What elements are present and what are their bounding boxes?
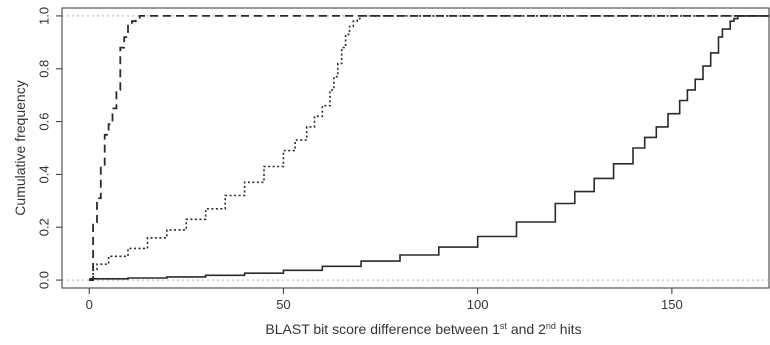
y-tick-label-3: 0.6 <box>37 113 52 131</box>
plot-frame <box>61 7 770 289</box>
y-tick-label-4: 0.8 <box>37 60 52 78</box>
x-tick-label-50: 50 <box>276 297 290 312</box>
x-tick-label-0: 0 <box>86 297 93 312</box>
x-axis-title: BLAST bit score difference between 1st a… <box>265 321 581 337</box>
y-tick-label-0: 0.0 <box>37 271 52 289</box>
series-line-dashed <box>89 15 769 281</box>
series-line-dotted <box>89 15 769 281</box>
x-tick-label-100: 100 <box>467 297 489 312</box>
series-line-solid <box>89 15 769 280</box>
y-axis-title: Cumulative frequency <box>12 80 28 215</box>
x-tick-label-150: 150 <box>661 297 683 312</box>
y-tick-label-1: 0.2 <box>37 218 52 236</box>
y-tick-label-5: 1.0 <box>37 7 52 25</box>
y-tick-label-2: 0.4 <box>37 165 52 183</box>
